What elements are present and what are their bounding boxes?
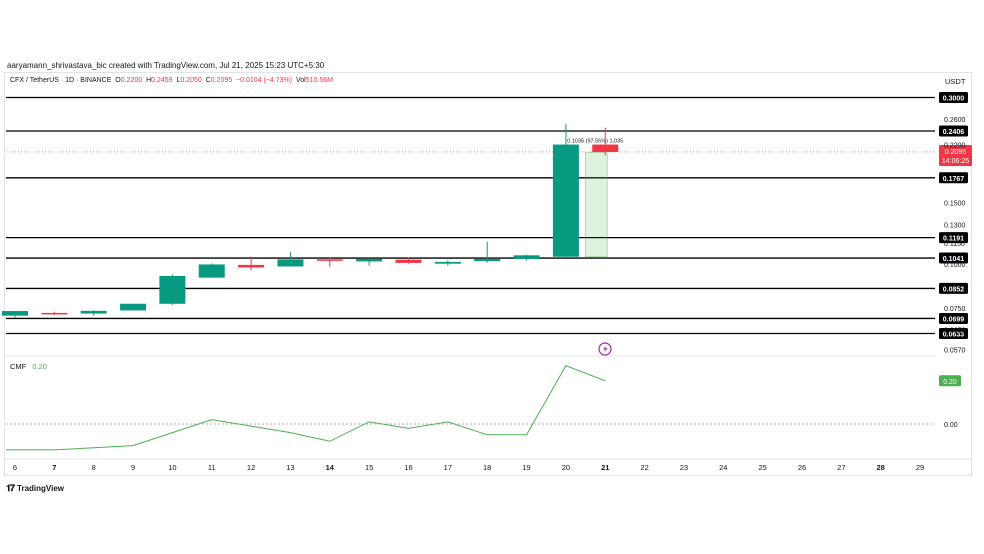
cmf-last-label: 0.20 (943, 379, 957, 386)
y-tick-label: 0.0650 (944, 327, 966, 334)
x-tick-label: 11 (208, 463, 216, 472)
y-tick-label: 0.0570 (944, 347, 966, 354)
volume-value: 510.56M (305, 77, 333, 84)
x-tick-label: 26 (798, 463, 806, 472)
cmf-value: 0.20 (32, 362, 47, 371)
x-tick-label: 25 (758, 463, 766, 472)
candle-body (159, 275, 186, 304)
level-tag-label: 0.0852 (943, 286, 965, 293)
cmf-label[interactable]: CMF (10, 362, 27, 371)
high-label: H (146, 77, 152, 84)
low-label: L (176, 77, 181, 84)
x-tick-label: 7 (52, 463, 56, 472)
tradingview-logo[interactable]: 𝟏𝟕 TradingView (6, 483, 64, 494)
y-tick-label: 0.0750 (944, 306, 966, 313)
x-tick-label: 8 (92, 463, 96, 472)
level-tag (939, 312, 968, 324)
level-tag-label: 0.0633 (943, 332, 965, 339)
cmf-legend: CMF 0.20 (10, 362, 47, 371)
x-tick-label: 24 (719, 463, 727, 472)
y-tick-label: 0.1500 (944, 201, 966, 208)
last-price-tag (939, 144, 972, 166)
tradingview-logo-icon: 𝟏𝟕 (6, 483, 15, 493)
level-tag-label: 0.1767 (943, 176, 965, 183)
open-value: 0.2200 (120, 77, 143, 84)
level-tag (939, 252, 968, 264)
x-tick-label: 15 (365, 463, 373, 472)
x-tick-label: 23 (680, 463, 688, 472)
x-tick-label: 6 (13, 463, 17, 472)
level-tag-label: 0.0699 (943, 316, 965, 323)
cmf-zero-label: 0.00 (944, 422, 958, 429)
symbol-name[interactable]: CFX / TetherUS · 1D · BINANCE (10, 77, 112, 84)
level-tag (939, 328, 968, 339)
candle-body (120, 303, 147, 311)
level-tag (939, 92, 968, 103)
measure-label: 0.1035 (97.55%) 1,035 (567, 139, 623, 145)
x-tick-label: 27 (837, 463, 845, 472)
candle-body (2, 311, 28, 316)
level-tag-label: 0.3000 (943, 96, 965, 103)
x-tick-label: 16 (404, 463, 412, 472)
level-tag-label: 0.2406 (943, 129, 965, 136)
change-value: −0.0104 (−4.73%) (236, 77, 293, 84)
level-tag (939, 172, 968, 184)
candle-body (513, 255, 540, 259)
level-tag-label: 0.1191 (943, 236, 964, 243)
close-value: 0.2095 (210, 77, 233, 84)
x-tick-label: 28 (877, 463, 885, 472)
candle-body (198, 264, 225, 278)
x-tick-label: 12 (247, 463, 255, 472)
candle-body (277, 259, 304, 267)
close-label: C (205, 77, 211, 84)
y-tick-label: 0.2200 (944, 143, 966, 150)
x-tick-label: 17 (444, 463, 452, 472)
last-price-countdown: 14:06:25 (942, 158, 969, 165)
last-price-value: 0.2095 (945, 149, 967, 156)
high-value: 0.2459 (151, 77, 173, 84)
symbol-legend: CFX / TetherUS · 1D · BINANCE O0.2200 H0… (10, 77, 333, 84)
candle-body (238, 264, 265, 268)
y-tick-label: 0.1150 (944, 241, 965, 248)
x-tick-label: 10 (168, 463, 176, 472)
candle-body (395, 259, 422, 263)
open-label: O (115, 77, 121, 84)
volume-label: Vol (295, 77, 306, 84)
x-tick-label: 21 (601, 463, 609, 472)
level-tag (939, 125, 968, 137)
candle-body (474, 258, 501, 262)
candle-body (356, 258, 383, 262)
x-tick-label: 14 (326, 463, 335, 472)
x-tick-label: 22 (640, 463, 648, 472)
candle-body (552, 144, 579, 257)
cmf-last-tag (939, 375, 961, 387)
y-tick-label: 0.1300 (944, 222, 966, 229)
candle-body (592, 144, 619, 152)
x-tick-label: 13 (286, 463, 294, 472)
candle-body (80, 310, 107, 314)
level-tag (939, 232, 968, 244)
level-tag-label: 0.1041 (943, 256, 965, 263)
low-value: 0.2050 (180, 77, 202, 84)
candle-body (316, 259, 343, 261)
x-tick-label: 19 (522, 463, 530, 472)
candle-body (41, 312, 68, 315)
alert-icon[interactable] (598, 342, 612, 356)
x-tick-label: 29 (916, 463, 924, 472)
y-tick-label: 0.1000 (944, 262, 966, 269)
x-tick-label: 9 (131, 463, 135, 472)
cmf-line (6, 365, 606, 451)
candle-body (434, 261, 461, 264)
measure-box (584, 152, 608, 258)
level-tag (939, 282, 968, 294)
x-tick-label: 18 (483, 463, 491, 472)
tradingview-logo-text: TradingView (17, 484, 64, 493)
y-tick-label: 0.2600 (944, 117, 966, 124)
chart-caption: aaryamann_shrivastava_bic created with T… (7, 61, 325, 70)
chart-frame (4, 72, 972, 476)
x-tick-label: 20 (562, 463, 570, 472)
currency-label[interactable]: USDT (945, 77, 966, 86)
